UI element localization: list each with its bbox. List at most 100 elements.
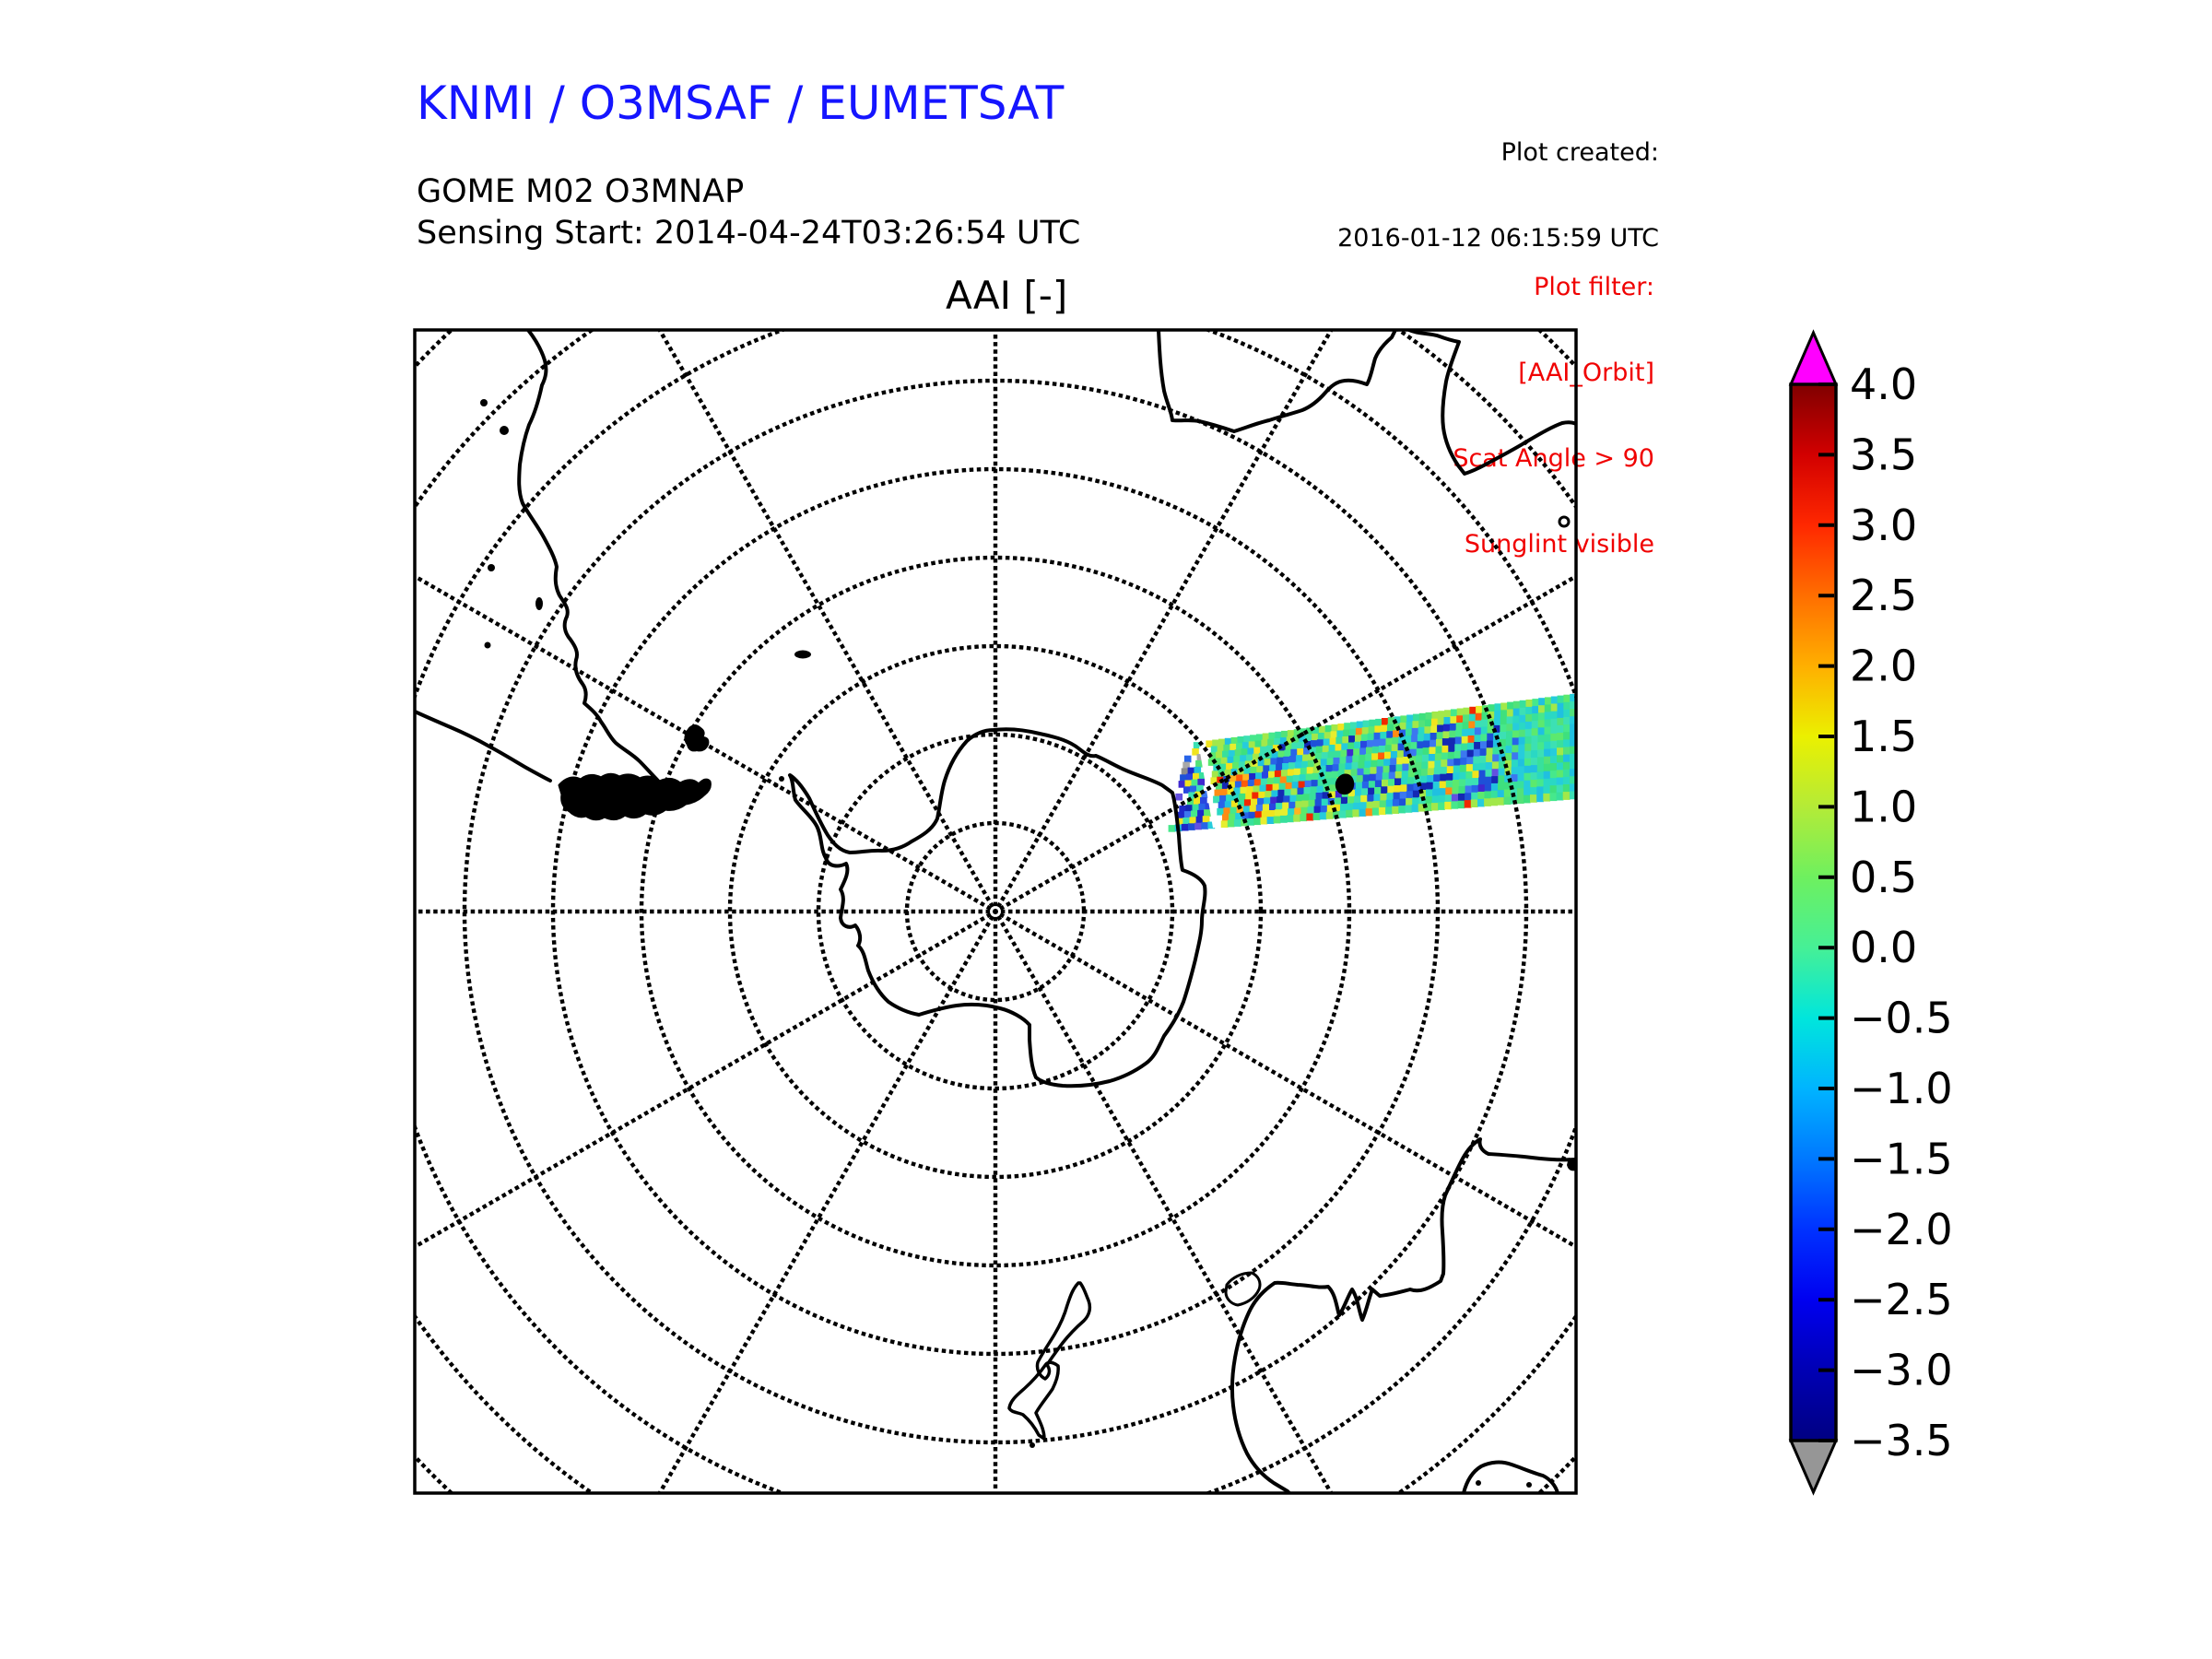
swath-pixel [1453, 751, 1462, 759]
swath-pixel [1315, 793, 1324, 800]
swath-pixel [1221, 782, 1230, 790]
swath-pixel [1432, 782, 1441, 790]
swath-pixel [1466, 757, 1474, 765]
swath-pixel [1383, 759, 1391, 767]
swath-pixel [1349, 728, 1357, 736]
swath-pixel [1426, 789, 1433, 797]
swath-pixel [1333, 757, 1341, 765]
swath-pixel [1563, 724, 1571, 733]
swath-pixel [1563, 694, 1571, 703]
swath-pixel [1360, 794, 1368, 803]
swath-pixel [1431, 795, 1440, 804]
swath-pixel [1419, 790, 1427, 798]
swath-pixel [1406, 797, 1413, 806]
swath-pixel [1478, 762, 1487, 771]
swath-pixel [1441, 745, 1449, 754]
swath-pixel [1242, 773, 1250, 782]
swath-pixel [1331, 724, 1338, 732]
colorbar-gradient-bar [1789, 382, 1838, 1442]
swath-pixel [1569, 783, 1576, 793]
swath-pixel [1241, 812, 1250, 820]
swath-pixel [1438, 794, 1446, 804]
coastline-antarctica [788, 727, 1207, 1088]
swath-pixel [1365, 754, 1372, 762]
swath-pixel [1359, 808, 1367, 817]
swath-pixel [1448, 737, 1456, 746]
swath-pixel [1401, 771, 1409, 779]
swath-pixel [1277, 789, 1286, 797]
swath-pixel [1512, 708, 1521, 717]
swath-pixel [1284, 789, 1292, 796]
swath-pixel [1486, 755, 1493, 763]
swath-pixel [1536, 786, 1545, 795]
swath-pixel [1182, 761, 1190, 770]
swath-pixel [1550, 740, 1558, 749]
swath-pixel [1433, 767, 1441, 776]
swath-pixel [1333, 804, 1341, 812]
swath-pixel [1424, 803, 1432, 812]
swath-pixel [1394, 716, 1402, 724]
swath-pixel [1538, 698, 1546, 706]
swath-pixel [1530, 765, 1538, 773]
swath-pixel [1556, 770, 1564, 779]
swath-pixel [1557, 755, 1564, 764]
swath-pixel [1549, 763, 1558, 771]
swath-pixel [1257, 759, 1265, 767]
swath-pixel [1217, 807, 1225, 816]
colorbar-ticks: 4.0 3.5 3.0 2.5 2.0 1.5 1.0 0.5 0.0 −0.5 −1.0 −1.5 −… [1818, 359, 1953, 1465]
swath-pixel [1240, 755, 1247, 762]
swath-pixel [1333, 811, 1340, 819]
swath-pixel [1530, 772, 1538, 781]
swath-pixel [1198, 772, 1206, 780]
swath-pixel [1544, 734, 1551, 743]
swath-pixel [1524, 787, 1531, 796]
swath-pixel [1429, 754, 1436, 762]
swath-pixel [1292, 774, 1300, 782]
swath-pixel [1512, 745, 1520, 753]
swath-pixel [1418, 727, 1426, 735]
swath-pixel [1382, 718, 1389, 726]
swath-pixel [1274, 770, 1282, 778]
swath-pixel [1557, 740, 1564, 748]
swath-pixel [1468, 721, 1476, 729]
swath-pixel [1416, 755, 1423, 763]
swath-pixel [1557, 733, 1564, 741]
swath-pixel [1288, 801, 1296, 809]
swath-pixel [1355, 735, 1362, 743]
swath-pixel [1380, 732, 1387, 740]
swath-pixel [1305, 734, 1312, 742]
swath-pixel [1424, 726, 1431, 735]
swath-pixel [1464, 800, 1472, 808]
swath-pixel [1253, 818, 1262, 826]
swath-pixel [1396, 757, 1404, 766]
swath-pixel [1209, 752, 1217, 759]
swath-pixel [1510, 795, 1518, 805]
swath-pixel [1362, 720, 1371, 728]
swath-pixel [1353, 802, 1360, 810]
swath-pixel [1342, 736, 1349, 745]
swath-pixel [1500, 702, 1508, 712]
plot-created-label: Plot created: [1500, 138, 1659, 167]
swath-pixel [1346, 809, 1353, 818]
swath-pixel [1246, 786, 1254, 794]
swath-pixel [1180, 774, 1187, 782]
swath-pixel [1300, 760, 1309, 769]
swath-pixel [1253, 753, 1260, 761]
swath-pixel [1449, 723, 1457, 732]
swath-pixel [1429, 747, 1437, 755]
swath-pixel [1378, 752, 1385, 760]
swath-pixel [1556, 792, 1564, 801]
colorbar-tick-label: 2.5 [1850, 571, 1917, 620]
swath-pixel [1230, 775, 1237, 782]
swath-pixel [1544, 719, 1552, 728]
swath-pixel [1261, 810, 1269, 818]
colorbar-tick-label: −2.5 [1850, 1275, 1953, 1324]
swath-pixel [1376, 766, 1384, 774]
swath-pixel [1271, 790, 1279, 798]
swath-pixel [1317, 733, 1325, 740]
swath-pixel [1344, 770, 1352, 778]
swath-pixel [1300, 768, 1308, 775]
swath-pixel [1379, 800, 1387, 808]
swath-pixel [1290, 748, 1298, 757]
swath-pixel [1518, 729, 1526, 738]
